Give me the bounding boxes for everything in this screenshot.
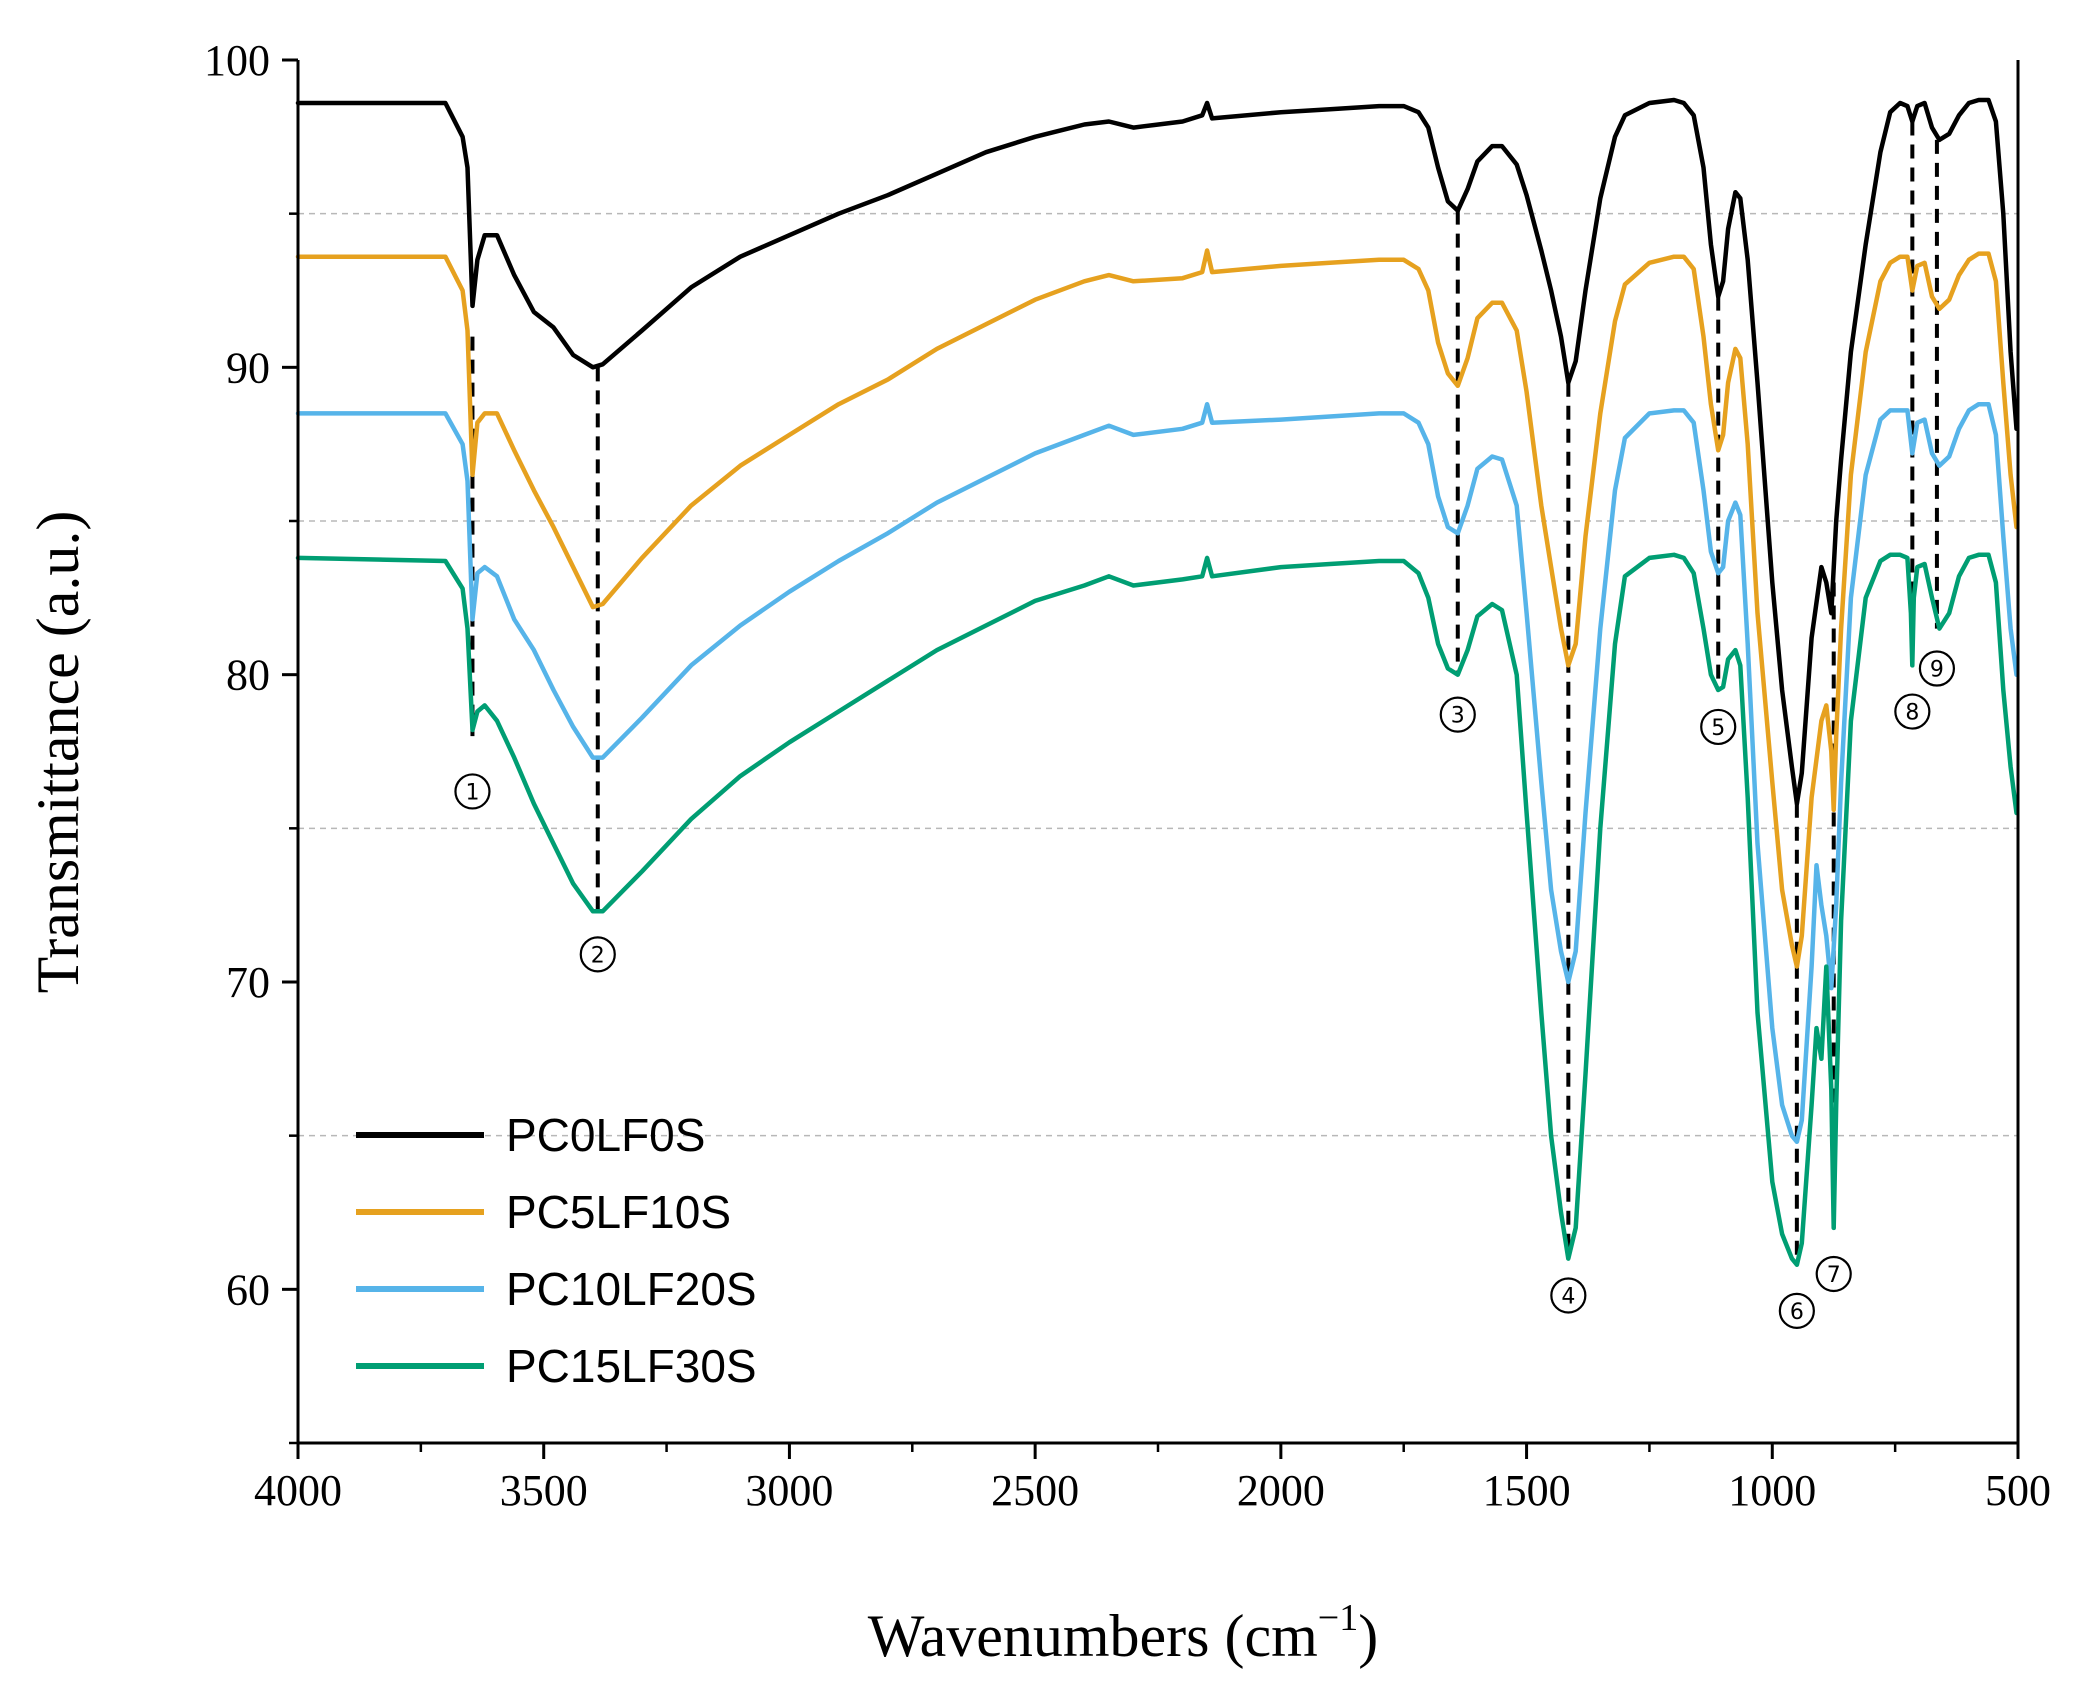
grid-lines: [298, 212, 2018, 1137]
legend-label: PC10LF20S: [506, 1263, 757, 1315]
peak-label-circle: [1894, 693, 1931, 730]
x-tick-label: 1500: [1483, 1466, 1571, 1515]
peak-label-number: 2: [591, 943, 605, 968]
y-tick-label: 90: [226, 343, 270, 392]
dashed-annotation-lines: [470, 121, 1939, 1265]
series-lines: [295, 97, 2019, 1267]
peak-label-circle: [1778, 1292, 1815, 1329]
y-tick-label: 100: [204, 36, 270, 85]
legend-label: PC0LF0S: [506, 1109, 705, 1161]
series-line-PC0LF0S: [295, 97, 2019, 806]
peak-label-number: 1: [465, 780, 479, 805]
peak-label-circle: [454, 773, 491, 810]
y-tick-label: 80: [226, 651, 270, 700]
x-tick-label: 4000: [254, 1466, 342, 1515]
peak-label-circle: [579, 936, 616, 973]
peak-label-circle: [1550, 1277, 1587, 1314]
legend-label: PC15LF30S: [506, 1340, 757, 1392]
peak-label-circle: [1918, 650, 1956, 687]
y-tick-label: 70: [226, 958, 270, 1007]
x-axis-title: Wavenumbers (cm−1): [868, 1597, 1378, 1669]
peak-label-circle: [1439, 696, 1476, 733]
x-tick-label: 2000: [1237, 1466, 1325, 1515]
peak-label-number: 4: [1561, 1284, 1575, 1309]
y-ticks: 60 70 80 90 100: [204, 36, 298, 1445]
peak-label-number: 3: [1451, 704, 1465, 729]
legend: PC0LF0S PC5LF10S PC10LF20S PC15LF30S: [356, 1109, 757, 1392]
x-tick-label: 500: [1985, 1466, 2051, 1515]
series-line-PC15LF30S: [295, 552, 2019, 1267]
y-tick-label: 60: [226, 1265, 270, 1314]
peak-label-number: 7: [1827, 1263, 1841, 1288]
legend-label: PC5LF10S: [506, 1186, 731, 1238]
series-line-PC10LF20S: [295, 401, 2019, 1145]
peak-label-number: 6: [1790, 1300, 1804, 1325]
series-line-PC5LF10S: [295, 248, 2019, 969]
x-tick-label: 2500: [991, 1466, 1079, 1515]
x-ticks: 4000 3500 3000 2500 2000 1500 1000 500: [254, 1443, 2051, 1515]
peak-label-number: 8: [1905, 701, 1919, 726]
peak-label-number: 5: [1711, 716, 1725, 741]
peak-label-circle: [1815, 1255, 1852, 1293]
x-tick-label: 3500: [500, 1466, 588, 1515]
x-tick-label: 3000: [745, 1466, 833, 1515]
y-axis-title: Transmittance (a.u.): [25, 511, 91, 994]
peak-label-circle: [1700, 708, 1737, 746]
peak-label-number: 9: [1930, 658, 1944, 683]
x-tick-label: 1000: [1728, 1466, 1816, 1515]
